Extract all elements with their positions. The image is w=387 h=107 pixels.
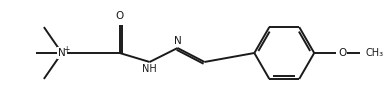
Text: O: O bbox=[116, 11, 124, 21]
Text: O: O bbox=[338, 48, 346, 58]
Text: N: N bbox=[58, 48, 66, 58]
Text: CH₃: CH₃ bbox=[365, 48, 383, 58]
Text: NH: NH bbox=[142, 64, 157, 74]
Text: N: N bbox=[174, 36, 182, 46]
Text: +: + bbox=[63, 45, 70, 54]
